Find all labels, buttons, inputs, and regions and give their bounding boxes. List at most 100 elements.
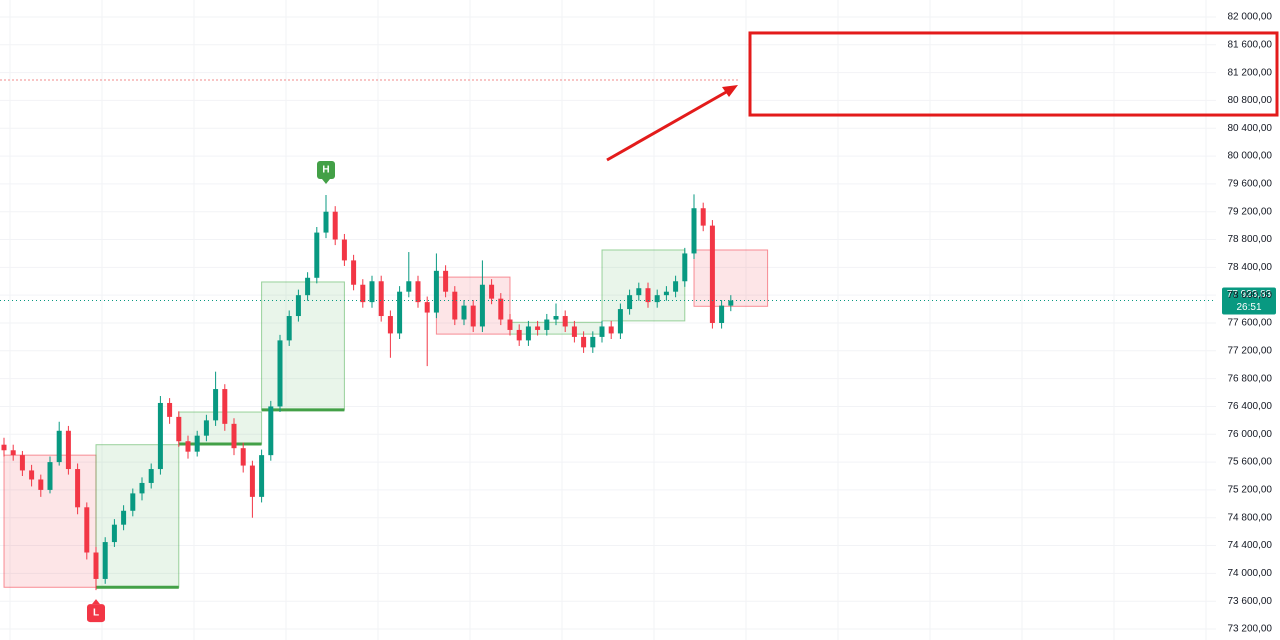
candle-body [525,326,531,341]
target-zone [748,31,1279,117]
marker-box [317,161,335,180]
marker-label: H [322,165,329,176]
candle-body [203,420,209,436]
candle-body [719,305,725,323]
candle-body [305,277,311,296]
candle-body [130,493,136,511]
candle-body [259,455,265,497]
candle-body [102,542,108,579]
candle-body [148,469,154,483]
candle-body [1,444,7,451]
y-tick-label: 74 400,00 [1228,540,1273,551]
candle-body [535,326,541,330]
candle-body [691,208,697,254]
candle-body [56,430,62,463]
candle-body [636,288,642,296]
candle-body [378,281,384,317]
candle-body [489,284,495,299]
candle-body [728,300,734,306]
candle-body [351,260,357,285]
marker-box [87,604,105,623]
y-tick-label: 73 600,00 [1228,596,1273,607]
y-tick-label: 78 400,00 [1228,262,1273,273]
last-price-box [1222,287,1276,315]
candle-body [443,270,449,292]
countdown: 26:51 [1236,302,1261,313]
zone [178,411,263,445]
marker-label: L [93,608,99,619]
candle-body [424,302,430,313]
y-tick-label: 80 800,00 [1228,95,1273,106]
candle-body [581,336,587,348]
candle-body [544,319,550,330]
candle-body [75,469,81,508]
candle-body [286,316,292,341]
y-tick-label: 78 800,00 [1228,234,1273,245]
candle-body [167,402,173,417]
candle-body [608,326,614,334]
candle-body [516,329,522,341]
candle-body [433,270,439,313]
candle-body [452,291,458,320]
y-tick-label: 81 200,00 [1228,67,1273,78]
candle-body [213,389,219,421]
candle-body [231,423,237,449]
candle-body [415,281,421,303]
candle-body [84,507,90,553]
candle-body [369,281,375,303]
candle-body [479,284,485,327]
y-tick-label: 77 200,00 [1228,345,1273,356]
candle-body [673,281,679,292]
y-tick-label: 73 200,00 [1228,624,1273,635]
candle-body [700,208,706,226]
candle-body [645,288,651,303]
candle-body [360,284,366,303]
candle-body [461,305,467,320]
candle-body [682,253,688,282]
zone [601,249,686,322]
candle-body [240,448,246,466]
candle-body [65,430,71,470]
candle-body [571,326,577,337]
candle-body [654,295,660,303]
candle-body [617,309,623,334]
candle-body [709,225,715,323]
last-price-label: 77 923,83 [1227,289,1272,300]
candle-body [332,211,338,240]
candle-body [498,298,504,320]
candle-body [341,239,347,261]
candle-body [406,281,412,292]
candle-body [590,336,596,348]
marker-pointer [322,179,330,185]
y-tick-label: 79 200,00 [1228,206,1273,217]
y-tick-label: 76 000,00 [1228,429,1273,440]
arrow [606,89,729,162]
candle-body [93,552,99,579]
y-tick-label: 75 200,00 [1228,485,1273,496]
y-tick-label: 77 600,00 [1228,318,1273,329]
candle-body [157,402,163,470]
candle-body [185,441,191,452]
zone [261,281,345,411]
y-tick-label: 76 800,00 [1228,373,1273,384]
y-tick-label: 74 000,00 [1228,568,1273,579]
candle-body [19,455,25,471]
candle-body [397,291,403,334]
candle-body [314,232,320,278]
candle-body [29,470,35,480]
candle-body [121,510,127,525]
candle-body [222,389,228,424]
y-tick-label: 75 600,00 [1228,457,1273,468]
candle-body [553,316,559,320]
candle-body [627,295,633,310]
candle-body [562,316,568,327]
y-tick-label: 79 600,00 [1228,179,1273,190]
candle-body [295,295,301,317]
candle-body [249,465,255,497]
y-tick-label: 80 000,00 [1228,151,1273,162]
candle-body [10,450,16,456]
candle-body [387,316,393,334]
marker-pointer [92,599,100,605]
y-tick-label: 80 400,00 [1228,123,1273,134]
candle-body [111,524,117,543]
